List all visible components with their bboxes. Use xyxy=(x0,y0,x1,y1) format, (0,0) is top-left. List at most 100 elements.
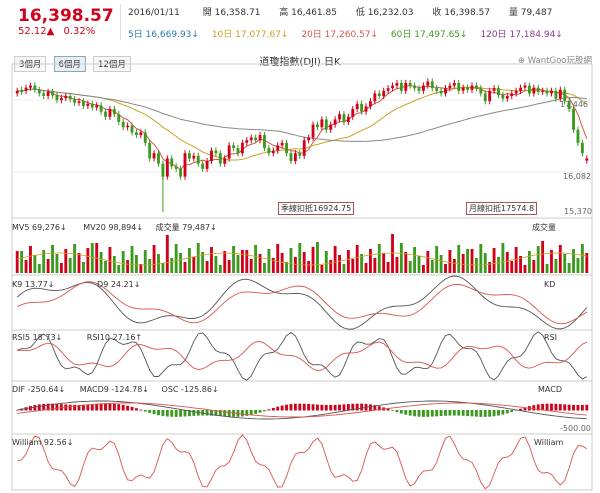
candle-body xyxy=(567,101,571,110)
volume-bar xyxy=(267,249,271,273)
candle-body xyxy=(302,140,306,156)
volume-bar xyxy=(183,262,187,273)
macd-histogram-bar xyxy=(563,404,567,411)
candle-body xyxy=(514,90,518,94)
volume-bar xyxy=(351,259,355,273)
candle-body xyxy=(311,124,315,138)
volume-bar xyxy=(501,243,505,273)
volume-bar xyxy=(408,261,412,273)
ma-line-2 xyxy=(17,88,587,142)
macd-histogram-bar xyxy=(492,410,496,417)
macd-histogram-bar xyxy=(360,403,364,411)
candle-body xyxy=(33,85,37,90)
volume-bar xyxy=(293,257,297,273)
macd-histogram-bar xyxy=(523,407,527,411)
k-label: K9 13.77↓ xyxy=(12,280,55,289)
volume-bar xyxy=(15,251,19,273)
candle-body xyxy=(519,87,522,91)
candle-body xyxy=(342,114,346,123)
macd-histogram-bar xyxy=(501,410,505,415)
brand-label: WantGoo玩股網 xyxy=(527,56,592,66)
volume-bar xyxy=(497,257,500,273)
volume-bar xyxy=(298,243,302,273)
volume-bar xyxy=(558,245,562,273)
macd-histogram-bar xyxy=(417,410,421,417)
candle-body xyxy=(218,153,222,164)
macd-histogram-bar xyxy=(558,404,562,411)
volume-bar xyxy=(421,265,425,273)
chart-title: 道瓊指數(DJI) 日K xyxy=(259,57,341,68)
macd-histogram-bar xyxy=(307,403,311,411)
ohlc-row: 2016/01/11 開 16,358.71 高 16,461.85 低 16,… xyxy=(128,5,556,18)
macd-histogram-bar xyxy=(218,410,222,417)
candle-body xyxy=(183,153,187,177)
macd-signal-line xyxy=(17,402,587,418)
candle-body xyxy=(298,153,302,156)
macd-histogram-bar xyxy=(285,404,288,411)
volume-bar xyxy=(395,257,399,273)
macd-histogram-bar xyxy=(576,404,580,411)
candle-body xyxy=(545,90,549,94)
volume-bar xyxy=(214,256,218,273)
volume-bar xyxy=(263,263,266,273)
volume-bar xyxy=(554,259,558,273)
volume-bar xyxy=(333,246,337,273)
k-line xyxy=(16,275,588,330)
macd-histogram-bar xyxy=(227,410,231,417)
vol-label: 成交量 79,487↓ xyxy=(155,223,217,232)
volume-bar xyxy=(42,250,46,273)
macd-histogram-bar xyxy=(276,406,280,411)
volume-bar xyxy=(527,251,531,273)
macd-histogram-bar xyxy=(143,410,147,412)
mv5-label: MV5 69,276↓ xyxy=(12,223,67,232)
volume-bar xyxy=(466,249,470,273)
macd-histogram-bar xyxy=(68,404,72,411)
candle-body xyxy=(554,90,558,99)
volume-bar xyxy=(174,244,178,273)
candle-body xyxy=(541,90,545,92)
volume-bar xyxy=(550,250,553,273)
ma-row: 5日 16,669.93↓ 10日 17,077.67↓ 20日 17,260.… xyxy=(128,27,567,40)
macd-histogram-bar xyxy=(585,404,589,411)
candle-body xyxy=(258,135,262,141)
macd-histogram-bar xyxy=(245,410,249,416)
macd-histogram-bar xyxy=(249,410,253,416)
candle-body xyxy=(452,83,456,86)
volume-bar xyxy=(338,255,341,273)
quote-header: 16,398.57 52.12▲ 0.32% 2016/01/11 開 16,3… xyxy=(0,0,600,44)
volume-bar xyxy=(426,251,430,273)
candle-body xyxy=(170,158,174,167)
volume-bar xyxy=(346,250,350,273)
candle-body xyxy=(572,109,575,130)
volume-bar xyxy=(223,251,227,273)
macd-histogram-bar xyxy=(86,404,90,411)
candle-body xyxy=(42,93,46,97)
macd-histogram-bar xyxy=(37,404,41,411)
macd-histogram-bar xyxy=(240,410,244,417)
candle-body xyxy=(205,161,209,169)
macd-histogram-bar xyxy=(550,403,553,411)
volume-bar xyxy=(541,241,545,273)
candle-body xyxy=(271,150,275,154)
candle-body xyxy=(99,105,103,112)
candle-body xyxy=(497,88,500,95)
volume-value: 量 79,487 xyxy=(508,8,553,18)
change-value: 52.12▲ xyxy=(18,26,55,37)
candle-body xyxy=(46,91,50,97)
volume-bar xyxy=(404,252,408,273)
volume-bar xyxy=(324,251,328,273)
macd-histogram-bar xyxy=(505,410,509,414)
macd-histogram-bar xyxy=(29,406,32,411)
candle-body xyxy=(510,93,514,97)
volume-bar xyxy=(152,245,156,273)
volume-bar xyxy=(192,257,196,273)
candle-body xyxy=(24,87,28,91)
candle-body xyxy=(232,145,235,149)
macd-right-label: MACD xyxy=(538,385,562,394)
macd-histogram-bar xyxy=(187,410,191,417)
candle-body xyxy=(505,96,509,99)
candle-body xyxy=(187,153,191,159)
macd-histogram-bar xyxy=(134,408,138,411)
candle-body xyxy=(289,153,293,162)
volume-bar xyxy=(24,260,28,273)
